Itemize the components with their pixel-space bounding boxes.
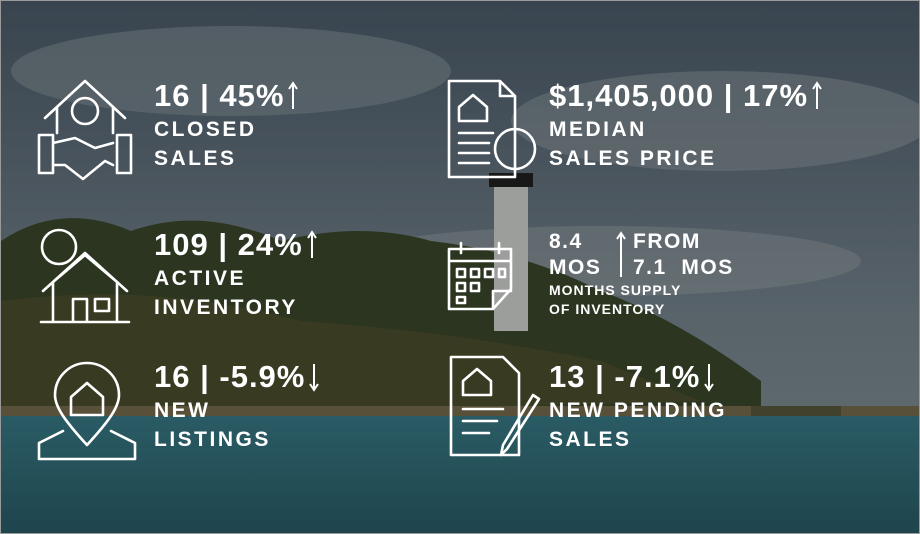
trend-arrow — [704, 364, 715, 392]
trend-arrow-shape — [306, 230, 317, 258]
trend-arrow — [306, 230, 317, 258]
stat-median-price: $1,405,000 | 17% MEDIAN SALES PRICE — [549, 77, 823, 173]
trend-arrow — [309, 364, 320, 392]
stat-label: INVENTORY — [154, 296, 298, 319]
stat-active-inventory: 109 | 24% ACTIVE INVENTORY — [154, 226, 318, 322]
stat-label: ACTIVE — [154, 267, 247, 290]
calendar-icon — [447, 241, 513, 311]
stat-label: LISTINGS — [154, 428, 271, 451]
house-dollar-icon — [39, 228, 131, 324]
stat-label: MONTHS SUPPLY — [549, 282, 682, 298]
stat-label: OF INVENTORY — [549, 301, 666, 317]
stat-months-supply: 8.4 MOS FROM 7.1 MOS MONTHS SUPPLY OF IN… — [549, 229, 799, 324]
stat-current: 8.4 — [549, 230, 583, 253]
stat-label: CLOSED — [154, 118, 257, 141]
stat-label: SALES — [549, 428, 632, 451]
stat-headline: 109 | 24% — [154, 227, 303, 262]
trend-arrow-shape — [812, 81, 822, 109]
stat-headline: 16 | -5.9% — [154, 359, 306, 394]
handshake-house-icon — [37, 79, 133, 181]
stat-label: SALES PRICE — [549, 147, 717, 170]
stat-headline: $1,405,000 | 17% — [549, 78, 809, 113]
pending-document-icon — [449, 355, 541, 457]
document-price-icon — [447, 79, 537, 179]
stat-label: MEDIAN — [549, 118, 647, 141]
stat-new-listings: 16 | -5.9% NEW LISTINGS — [154, 358, 320, 454]
stat-new-pending: 13 | -7.1% NEW PENDING SALES — [549, 358, 727, 454]
stat-headline: 16 | 45% — [154, 78, 285, 113]
stat-headline: 13 | -7.1% — [549, 359, 701, 394]
trend-arrow-shape — [704, 364, 715, 392]
stat-closed-sales: 16 | 45% CLOSED SALES — [154, 77, 299, 173]
stat-label: NEW — [154, 399, 211, 422]
trend-arrow — [288, 81, 299, 109]
trend-arrow-shape — [309, 364, 320, 392]
trend-arrow-shape — [616, 231, 626, 277]
map-pin-house-icon — [37, 361, 137, 461]
trend-arrow — [616, 231, 626, 277]
stat-label: SALES — [154, 147, 237, 170]
stat-previous: 7.1 MOS — [633, 256, 734, 279]
trend-arrow-shape — [288, 81, 299, 109]
stat-label: NEW PENDING — [549, 399, 728, 422]
stat-unit: MOS — [549, 256, 602, 279]
trend-arrow — [812, 81, 822, 109]
stat-from: FROM — [633, 230, 701, 253]
